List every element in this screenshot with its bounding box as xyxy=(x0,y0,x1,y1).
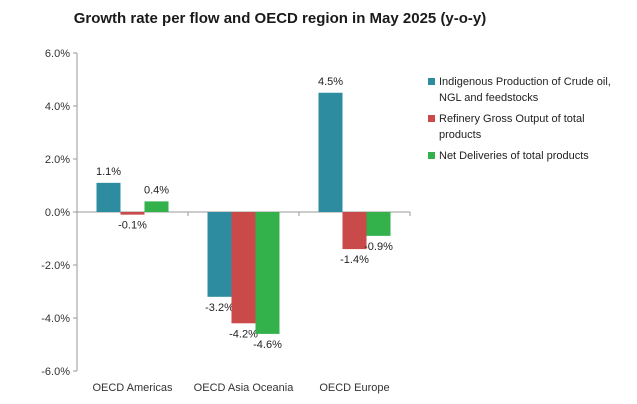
y-tick-label: -6.0% xyxy=(41,366,70,378)
legend-swatch-deliveries xyxy=(428,152,435,159)
data-label: -3.2% xyxy=(205,302,234,314)
x-category-label: OECD Europe xyxy=(319,382,389,394)
chart-title: Growth rate per flow and OECD region in … xyxy=(73,10,487,27)
bar xyxy=(366,212,391,236)
y-tick-label: -2.0% xyxy=(41,260,70,272)
data-label: 4.5% xyxy=(318,76,343,88)
bar xyxy=(255,212,280,334)
bar xyxy=(342,212,367,250)
bar xyxy=(96,182,121,212)
bar xyxy=(120,212,145,215)
data-label: -0.9% xyxy=(364,241,393,253)
x-category-label: OECD Asia Oceania xyxy=(194,382,295,394)
data-label: -1.4% xyxy=(340,254,369,266)
y-tick-label: 0.0% xyxy=(45,207,70,219)
bar xyxy=(144,201,169,212)
data-label: 1.1% xyxy=(96,166,121,178)
legend: Indigenous Production of Crude oil, NGL … xyxy=(428,74,628,169)
x-category-label: OECD Americas xyxy=(92,382,173,394)
y-tick-label: -4.0% xyxy=(41,313,70,325)
bar xyxy=(318,92,343,212)
data-label: -4.2% xyxy=(229,328,258,340)
legend-swatch-refinery xyxy=(428,115,435,122)
legend-swatch-production xyxy=(428,78,435,85)
y-tick-label: 2.0% xyxy=(45,154,70,166)
data-label: -4.6% xyxy=(253,339,282,351)
legend-item-production: Indigenous Production of Crude oil, NGL … xyxy=(428,74,628,106)
bar xyxy=(231,212,256,324)
legend-item-refinery: Refinery Gross Output of total products xyxy=(428,111,628,143)
bar xyxy=(207,212,232,297)
legend-item-deliveries: Net Deliveries of total products xyxy=(428,148,628,164)
y-tick-label: 4.0% xyxy=(45,101,70,113)
y-tick-label: 6.0% xyxy=(45,48,70,60)
legend-label-refinery: Refinery Gross Output of total products xyxy=(439,113,585,141)
data-label: 0.4% xyxy=(144,184,169,196)
legend-label-deliveries: Net Deliveries of total products xyxy=(439,150,589,162)
data-label: -0.1% xyxy=(118,220,147,232)
legend-label-production: Indigenous Production of Crude oil, NGL … xyxy=(439,76,611,104)
